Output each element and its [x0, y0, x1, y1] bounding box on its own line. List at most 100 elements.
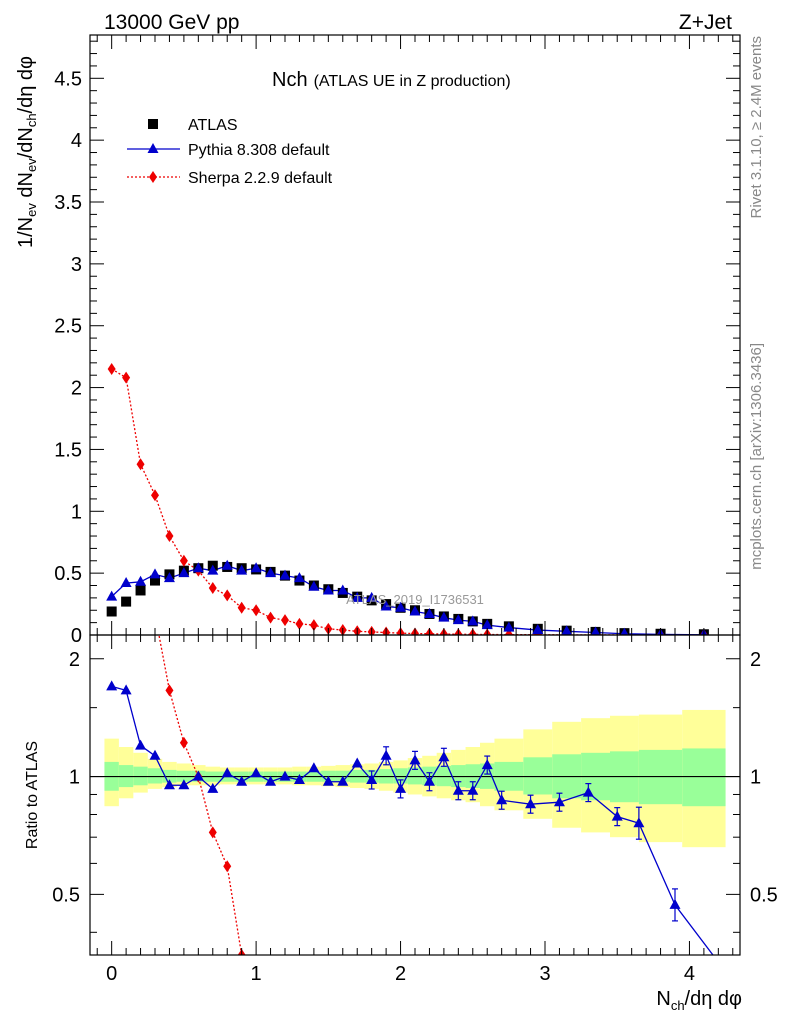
- rivet-label: Rivet 3.1.10, ≥ 2.4M events: [748, 36, 765, 219]
- pythia-point: [620, 627, 629, 635]
- pythia-ratio-point: [611, 810, 623, 821]
- y-tick-label-top: 1: [71, 501, 82, 523]
- atlas-point: [121, 596, 132, 607]
- legend-pythia-marker: [147, 143, 159, 153]
- pythia-ratio-point: [582, 786, 594, 797]
- pythia-ratio-point: [633, 817, 645, 828]
- sherpa-ratio-point: [165, 684, 174, 697]
- uncertainty-band-inner: [407, 767, 423, 785]
- pythia-point: [207, 564, 219, 575]
- mcplots-label: mcplots.cern.ch [arXiv:1306.3436]: [748, 343, 765, 570]
- pythia-point: [503, 621, 515, 632]
- uncertainty-band-inner: [523, 757, 553, 795]
- y-tick-label-ratio: 1: [69, 767, 80, 789]
- x-axis-title: Nch/dη dφ: [656, 988, 742, 1013]
- legend-atlas: ATLAS: [148, 117, 238, 134]
- pythia-ratio-point: [250, 767, 262, 778]
- watermark-label: ATLAS_2019_I1736531: [346, 592, 484, 607]
- y-tick-label-top: 4.5: [54, 68, 82, 90]
- sherpa-point: [208, 581, 217, 594]
- y-tick-label-top: 2: [71, 378, 82, 400]
- header-energy-label: 13000 GeV pp: [104, 11, 239, 34]
- sherpa-point: [107, 363, 116, 376]
- pythia-point: [452, 614, 464, 625]
- header-process-label: Z+Jet: [679, 11, 732, 34]
- pythia-point: [481, 619, 493, 630]
- y-tick-label-top: 0: [71, 625, 82, 647]
- pythia-ratio-point: [496, 794, 508, 805]
- sherpa-point: [136, 458, 145, 471]
- pythia-ratio-point: [452, 784, 464, 795]
- pythia-point: [192, 562, 204, 573]
- chart-title-main: Nch: [272, 69, 308, 91]
- pythia-point: [279, 569, 291, 580]
- y-tick-label-ratio-right: 1: [750, 767, 761, 789]
- sherpa-ratio-point: [151, 608, 159, 620]
- pythia-point: [163, 572, 175, 583]
- legend-pythia-label: Pythia 8.308 default: [188, 142, 330, 159]
- sherpa-point: [295, 617, 304, 630]
- pythia-ratio-point: [163, 779, 175, 790]
- pythia-point: [236, 564, 248, 575]
- legend-sherpa: Sherpa 2.2.9 default: [127, 170, 333, 187]
- pythia-ratio-point: [178, 779, 190, 790]
- svg-text:1/Nev dNev/dNch/dη dφ: 1/Nev dNev/dNch/dη dφ: [15, 56, 39, 248]
- pythia-point: [438, 611, 450, 622]
- pythia-point: [149, 568, 161, 579]
- sherpa-point: [179, 554, 188, 567]
- pythia-point: [106, 590, 118, 601]
- legend-sherpa-marker: [149, 171, 157, 183]
- pythia-ratio-point: [351, 757, 363, 768]
- y-tick-label-top: 0.5: [54, 563, 82, 585]
- pythia-ratio-point: [265, 775, 277, 786]
- pythia-ratio-point: [553, 796, 565, 807]
- y-tick-label-ratio: 2: [69, 649, 80, 671]
- pythia-ratio-point: [236, 775, 248, 786]
- pythia-line: [111, 565, 704, 635]
- pythia-point: [467, 615, 479, 626]
- pythia-point: [308, 580, 320, 591]
- legend-sherpa-label: Sherpa 2.2.9 default: [188, 170, 333, 187]
- pythia-ratio-point: [337, 775, 349, 786]
- pythia-ratio-point: [669, 898, 681, 909]
- y-tick-label-ratio: 0.5: [52, 884, 80, 906]
- legend-atlas-marker: [148, 119, 158, 129]
- pythia-point: [590, 626, 601, 635]
- pythia-ratio-point: [106, 680, 118, 691]
- pythia-ratio-point: [279, 770, 291, 781]
- pythia-point: [337, 584, 349, 595]
- sherpa-point: [223, 589, 232, 602]
- pythia-point: [293, 572, 305, 583]
- pythia-point: [221, 559, 233, 570]
- sherpa-point: [266, 611, 275, 624]
- pythia-ratio-point: [395, 782, 407, 793]
- pythia-ratio-point: [366, 773, 378, 784]
- pythia-point: [250, 562, 262, 573]
- ratio-panel: 0.5 0.51 12 20 1 2 3 4 Ratio to ATLAS Nch/dη dφ: [24, 544, 778, 1013]
- pythia-ratio-point: [380, 749, 392, 760]
- pythia-ratio-point: [467, 784, 479, 795]
- pythia-ratio-point: [207, 782, 219, 793]
- sherpa-point: [151, 489, 159, 502]
- x-tick-label: 3: [539, 963, 550, 985]
- sherpa-ratio-point: [208, 826, 217, 839]
- chart-subtitle: (ATLAS UE in Z production): [314, 73, 511, 90]
- pythia-ratio-point: [438, 751, 450, 762]
- pythia-point: [322, 584, 334, 595]
- sherpa-point: [237, 601, 246, 614]
- sherpa-point: [165, 530, 174, 543]
- pythia-point: [380, 600, 392, 611]
- atlas-point: [135, 585, 146, 596]
- atlas-point: [106, 606, 117, 617]
- pythia-ratio-point: [308, 762, 320, 773]
- legend-pythia: Pythia 8.308 default: [127, 142, 330, 159]
- legend-atlas-label: ATLAS: [188, 117, 238, 134]
- pythia-ratio-point: [293, 773, 305, 784]
- uncertainty-band-inner: [682, 748, 726, 807]
- sherpa-ratio-point: [137, 544, 145, 556]
- ratio-panel-frame: [89, 634, 741, 956]
- uncertainty-band-inner: [147, 768, 163, 784]
- pythia-ratio-point: [135, 739, 147, 750]
- y-tick-label-ratio-right: 0.5: [750, 884, 778, 906]
